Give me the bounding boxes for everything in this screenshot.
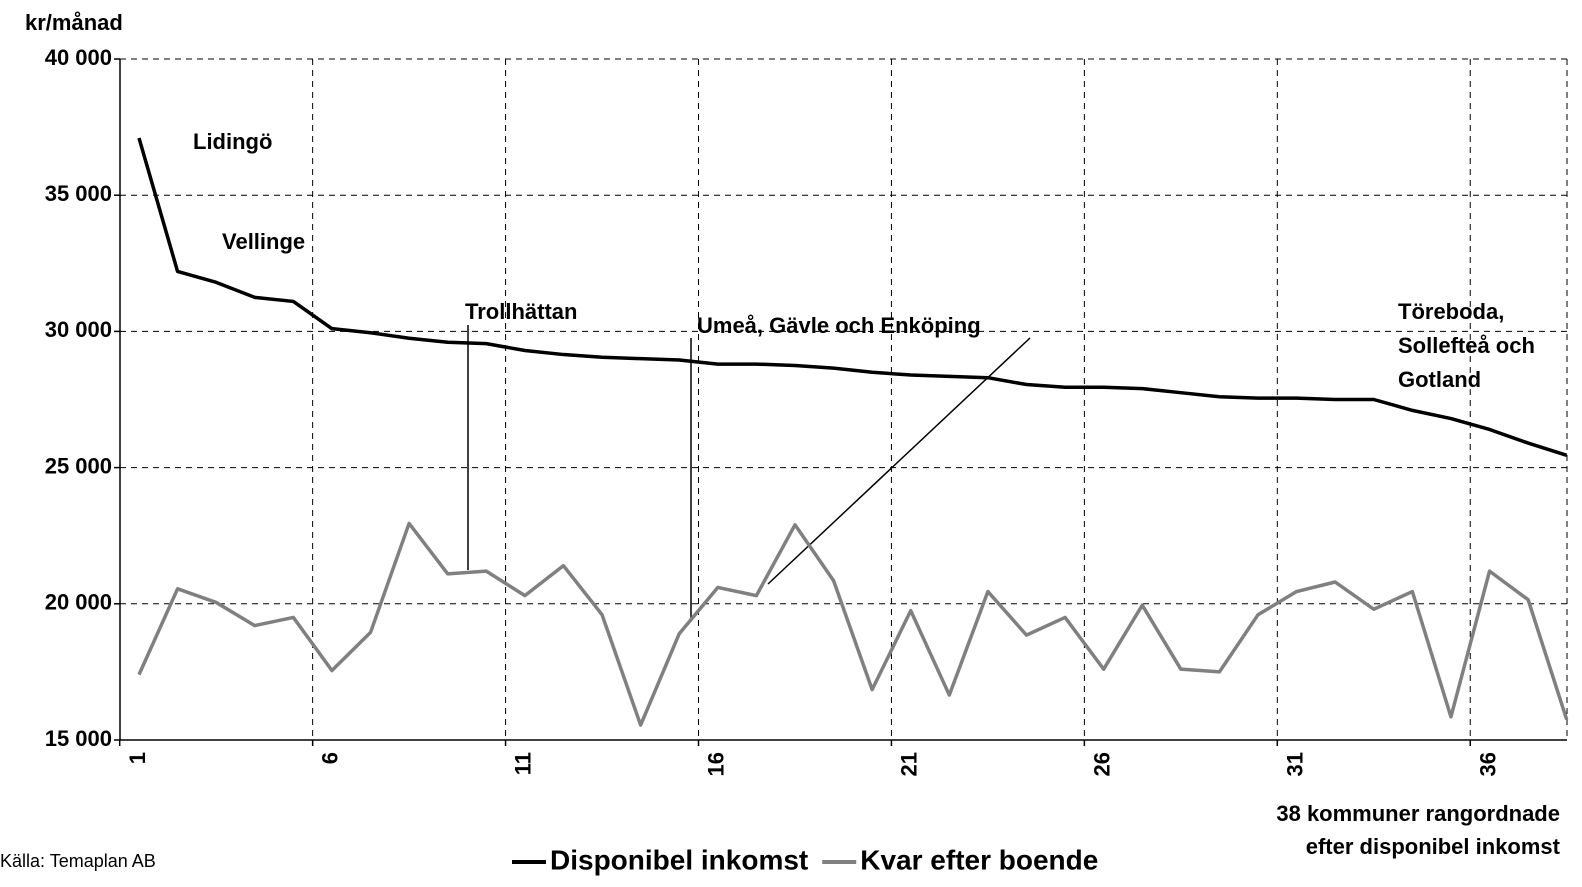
series-line bbox=[137, 521, 1569, 727]
legend-label: Kvar efter boende bbox=[860, 844, 1098, 875]
x-tick-label: 36 bbox=[1475, 752, 1500, 776]
annotation: Umeå, Gävle och Enköping bbox=[697, 313, 981, 338]
x-tick-label: 11 bbox=[511, 752, 536, 775]
x-tick-label: 6 bbox=[318, 752, 343, 764]
y-tick-label: 40 000 bbox=[45, 45, 112, 70]
y-tick-label: 20 000 bbox=[45, 590, 112, 615]
x-axis-label: 38 kommuner rangordnade bbox=[1276, 801, 1560, 826]
annotation: Vellinge bbox=[222, 229, 305, 254]
annotation: Sollefteå och bbox=[1398, 333, 1535, 358]
series-line bbox=[137, 137, 1568, 458]
x-tick-label: 16 bbox=[704, 752, 729, 776]
x-tick-label: 26 bbox=[1089, 752, 1114, 776]
annotation: Töreboda, bbox=[1398, 299, 1504, 324]
x-tick-label: 31 bbox=[1282, 752, 1307, 776]
y-axis-label: kr/månad bbox=[25, 10, 123, 35]
x-tick-label: 21 bbox=[897, 752, 922, 776]
x-tick-label: 1 bbox=[125, 752, 150, 764]
y-tick-label: 35 000 bbox=[45, 181, 112, 206]
x-axis-label: efter disponibel inkomst bbox=[1306, 834, 1561, 859]
y-tick-label: 25 000 bbox=[45, 453, 112, 478]
annotation: Lidingö bbox=[193, 129, 272, 154]
legend-label: Disponibel inkomst bbox=[550, 844, 808, 875]
y-tick-label: 30 000 bbox=[45, 317, 112, 342]
source: Källa: Temaplan AB bbox=[0, 851, 156, 871]
y-tick-label: 15 000 bbox=[45, 726, 112, 751]
annotation: Trollhättan bbox=[465, 299, 577, 324]
annotation: Gotland bbox=[1398, 367, 1481, 392]
